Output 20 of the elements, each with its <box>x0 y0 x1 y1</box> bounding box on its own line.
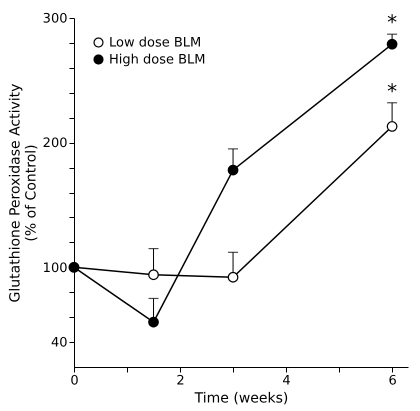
y-tick-label: 200 <box>42 136 68 152</box>
y-tick-label: 40 <box>50 336 68 351</box>
y-axis-title: Glutathione Peroxidase Activity (% of Control) <box>8 84 40 302</box>
y-tick-label: 100 <box>42 260 68 276</box>
legend-label: High dose BLM <box>109 52 206 68</box>
x-tick-label: 4 <box>282 374 291 388</box>
y-tick-label: 300 <box>42 12 68 26</box>
point <box>386 121 398 132</box>
legend-label: Low dose BLM <box>109 36 202 50</box>
annotation: * <box>387 78 398 103</box>
point <box>228 272 238 283</box>
point <box>386 38 398 50</box>
annotation: * <box>387 10 398 34</box>
point <box>148 316 159 328</box>
x-tick-label: 0 <box>70 374 79 388</box>
x-tick-label: 6 <box>388 374 397 388</box>
x-axis-title: Time (weeks) <box>194 390 288 406</box>
point <box>228 164 238 176</box>
x-tick-label: 2 <box>176 374 185 388</box>
point <box>148 269 159 280</box>
